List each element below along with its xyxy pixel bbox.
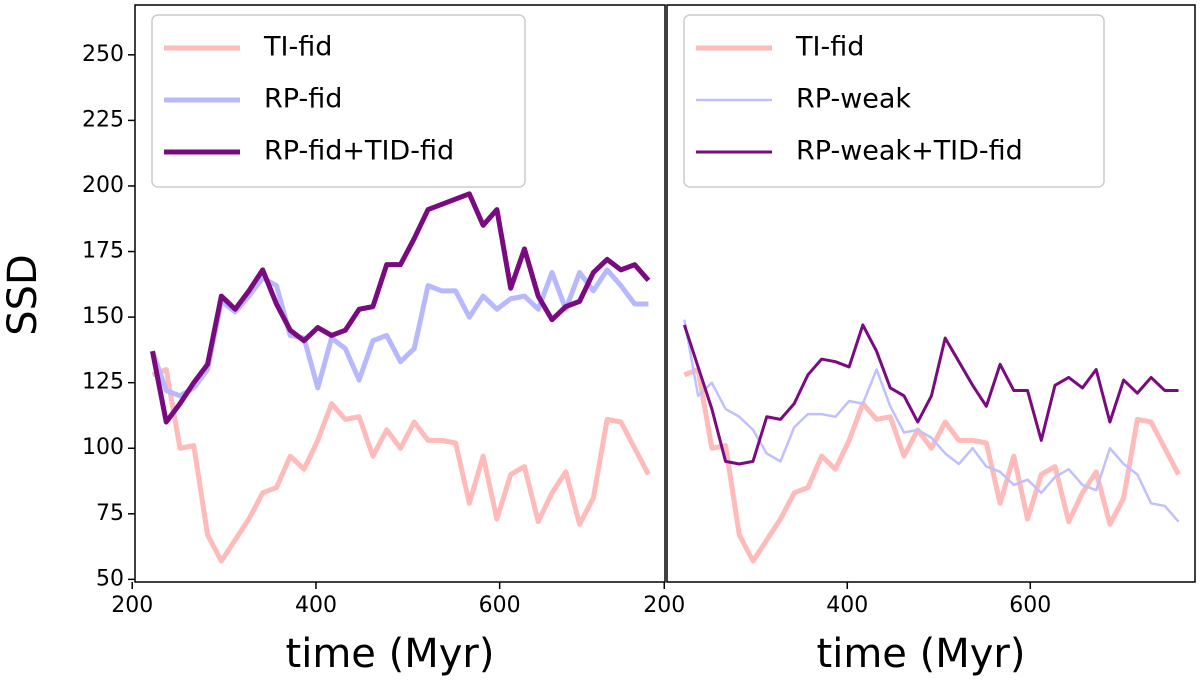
x-tick-label: 600	[1009, 593, 1051, 618]
y-axis-label: SSD	[0, 254, 46, 336]
plot-frame	[666, 4, 1196, 583]
legend-label: RP-weak+TID-fid	[796, 136, 1023, 167]
legend-label: TI-fid	[263, 32, 332, 63]
data-line	[150, 267, 649, 399]
legend-box	[683, 14, 1105, 188]
y-tick-label: 125	[82, 370, 124, 395]
data-line	[151, 367, 651, 564]
y-tick-label: 150	[82, 304, 124, 329]
x-tick-label: 600	[479, 593, 521, 618]
y-tick-label: 200	[82, 173, 124, 198]
y-tick-label: 250	[82, 42, 124, 67]
legend-label: TI-fid	[795, 32, 864, 63]
legend-label: RP-fid	[264, 84, 342, 115]
data-line	[683, 319, 1180, 523]
x-tick-label: 400	[295, 593, 337, 618]
y-tick-label: 50	[96, 566, 124, 591]
y-tick-label: 175	[82, 239, 124, 264]
legend-box	[151, 14, 526, 188]
y-tick-label: 75	[96, 501, 124, 526]
x-axis-label: time (Myr)	[817, 631, 1026, 677]
x-axis-label: time (Myr)	[286, 631, 495, 677]
legend-label: RP-fid+TID-fid	[264, 136, 454, 167]
data-line	[682, 323, 1179, 466]
y-tick-label: 225	[82, 107, 124, 132]
legend-label: RP-weak	[796, 84, 911, 115]
data-line	[683, 367, 1181, 564]
x-tick-label: 400	[826, 593, 868, 618]
plot-frame	[134, 4, 666, 583]
y-tick-label: 100	[82, 435, 124, 460]
x-tick-label: 200	[643, 593, 685, 618]
x-tick-label: 200	[111, 593, 153, 618]
data-line	[149, 191, 651, 425]
